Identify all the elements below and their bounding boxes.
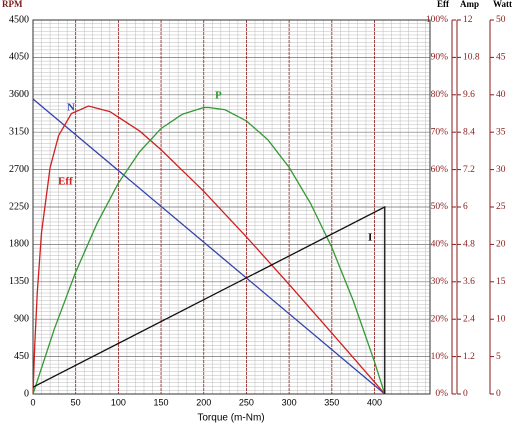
y3-tick-label: 1.2 [463, 352, 475, 362]
series-line [32, 205, 386, 394]
y-tick-label: 2250 [9, 201, 29, 212]
y3-tick-label: 12 [463, 15, 473, 25]
y4-tick-label: 50 [496, 15, 506, 25]
y2-tick-label: 60% [431, 165, 449, 175]
y2-tick-label: 30% [431, 277, 449, 287]
y2-tick-label: 80% [431, 90, 449, 100]
x-tick-label: 0 [30, 397, 35, 407]
y4-tick-label: 5 [496, 352, 501, 362]
y3-tick-label: 10.8 [463, 53, 480, 63]
x-tick-label: 250 [239, 397, 254, 407]
y-tick-label: 1350 [9, 276, 29, 287]
y-tick-label: 0 [24, 388, 29, 399]
plot-frame [32, 19, 431, 395]
x-tick-label: 200 [196, 397, 211, 407]
y4-axis-title: Watt [493, 0, 512, 9]
x-tick-label: 350 [324, 397, 339, 407]
y4-tick-label: 20 [496, 240, 506, 250]
y-tick-label: 3600 [9, 89, 29, 100]
y-tick-label: 2700 [9, 164, 29, 175]
y2-tick-label: 90% [431, 53, 449, 63]
y3-tick-label: 6 [463, 202, 468, 212]
y-tick-label: 1800 [9, 239, 29, 250]
y3-tick-label: 2.4 [463, 314, 475, 324]
x-tick-label: 300 [282, 397, 297, 407]
y2-tick-label: 0% [435, 389, 448, 399]
x-tick-label: 50 [71, 397, 81, 407]
series-line [32, 106, 386, 395]
y-tick-label: 450 [14, 351, 29, 362]
y-tick-label: 4500 [9, 14, 29, 25]
y2-axis-title: Eff [437, 0, 450, 9]
y2-tick-label: 100% [426, 15, 448, 25]
x-tick-label: 150 [154, 397, 169, 407]
series-label: Eff [58, 176, 73, 188]
y3-tick-label: 7.2 [463, 165, 475, 175]
y2-tick-label: 20% [431, 314, 449, 324]
y4-tick-label: 15 [496, 277, 506, 287]
y-tick-label: 4050 [9, 52, 29, 63]
series-label: N [67, 102, 75, 114]
y4-tick-label: 45 [496, 53, 506, 63]
y4-tick-label: 0 [496, 389, 501, 399]
y3-tick-label: 8.4 [463, 127, 475, 137]
y2-tick-label: 70% [431, 127, 449, 137]
y2-tick-label: 10% [431, 352, 449, 362]
x-axis-title: Torque (m-Nm) [197, 413, 264, 424]
y-axis-title: RPM [2, 0, 23, 9]
y3-tick-label: 3.6 [463, 277, 475, 287]
y3-tick-label: 9.6 [463, 90, 475, 100]
series-line [32, 105, 386, 395]
series-line [32, 98, 386, 395]
y4-tick-label: 40 [496, 90, 506, 100]
y3-tick-label: 4.8 [463, 240, 475, 250]
series-label: P [215, 90, 222, 102]
y4-tick-label: 30 [496, 165, 506, 175]
y-tick-label: 900 [14, 313, 29, 324]
y4-tick-label: 10 [496, 314, 506, 324]
y-tick-label: 3150 [9, 126, 29, 137]
y4-tick-label: 35 [496, 127, 506, 137]
y3-axis-title: Amp [460, 0, 479, 9]
series-label: I [368, 232, 372, 244]
x-tick-label: 400 [367, 397, 382, 407]
y2-tick-label: 50% [431, 202, 449, 212]
x-tick-label: 100 [111, 397, 126, 407]
y2-tick-label: 40% [431, 240, 449, 250]
y4-tick-label: 25 [496, 202, 506, 212]
y3-tick-label: 0 [463, 389, 468, 399]
